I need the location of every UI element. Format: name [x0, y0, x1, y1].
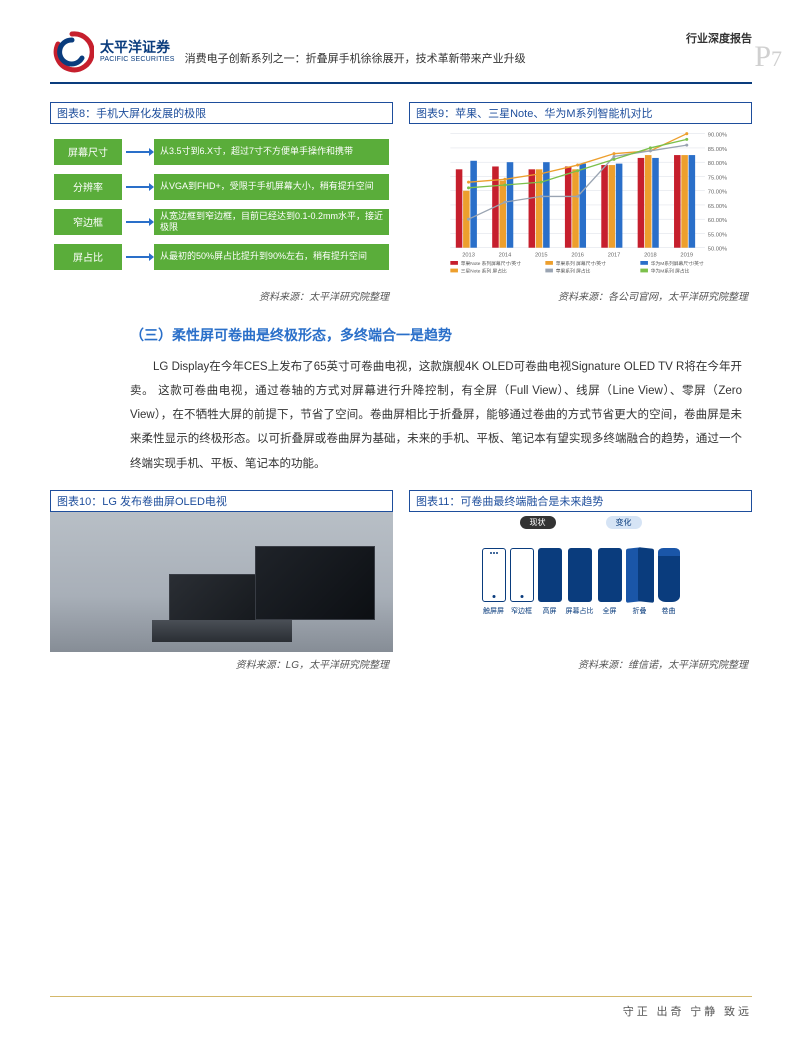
- doc-category: 行业深度报告: [686, 30, 752, 46]
- svg-text:2015: 2015: [535, 252, 548, 258]
- device-折叠: 折叠: [626, 548, 654, 616]
- svg-text:55.00%: 55.00%: [708, 232, 727, 238]
- svg-text:65.00%: 65.00%: [708, 204, 727, 210]
- fig8-right-desc: 从3.5寸到6.X寸，超过7寸不方便单手操作和携带: [154, 139, 389, 165]
- svg-text:2018: 2018: [644, 252, 657, 258]
- fig8-left-label: 窄边框: [54, 209, 122, 235]
- figure-11-source: 资料来源：维信诺，太平洋研究院整理: [409, 652, 752, 671]
- svg-text:苹果系列 屏幕尺寸/英寸: 苹果系列 屏幕尺寸/英寸: [556, 260, 606, 267]
- fig8-row: 屏占比 从最初的50%屏占比提升到90%左右，稍有提升空间: [54, 244, 389, 270]
- figure-9: 图表9：苹果、三星Note、华为M系列智能机对比 50.00% 55.00% 60.…: [409, 102, 752, 303]
- svg-text:华为M系列屏幕尺寸/英寸: 华为M系列屏幕尺寸/英寸: [651, 260, 704, 267]
- figure-10: 图表10：LG 发布卷曲屏OLED电视 资料来源：LG，太平洋研究院整理: [50, 490, 393, 671]
- svg-text:80.00%: 80.00%: [708, 161, 727, 167]
- device-触屏屏: 触屏屏: [482, 548, 506, 616]
- arrow-right-icon: [126, 256, 150, 258]
- svg-text:三星Note 系列 屏占比: 三星Note 系列 屏占比: [461, 267, 507, 274]
- fig8-right-desc: 从宽边框到窄边框，目前已经达到0.1-0.2mm水平，接近极限: [154, 209, 389, 235]
- device-高屏: 高屏: [538, 548, 562, 616]
- figure-11: 图表11：可卷曲最终端融合是未来趋势 现状 变化 触屏屏窄边框高屏屏幕占比全屏折…: [409, 490, 752, 671]
- tv-stand-illustration: [152, 620, 292, 642]
- svg-text:苹果系列 屏占比: 苹果系列 屏占比: [556, 267, 591, 274]
- fig8-row: 分辨率 从VGA到FHD+，受限于手机屏幕大小，稍有提升空间: [54, 174, 389, 200]
- figure-9-chart: 50.00% 55.00% 60.00% 65.00% 70.00% 75.00% 80.0…: [413, 128, 748, 280]
- arrow-right-icon: [126, 151, 150, 153]
- fig8-row: 窄边框 从宽边框到窄边框，目前已经达到0.1-0.2mm水平，接近极限: [54, 209, 389, 235]
- svg-text:2013: 2013: [462, 252, 475, 258]
- figure-9-source: 资料来源：各公司官网，太平洋研究院整理: [409, 284, 752, 303]
- device-卷曲: 卷曲: [658, 548, 680, 616]
- device-全屏: 全屏: [598, 548, 622, 616]
- logo-swirl-icon: [50, 30, 94, 74]
- svg-text:60.00%: 60.00%: [708, 218, 727, 224]
- figure-8-source: 资料来源：太平洋研究院整理: [50, 284, 393, 303]
- doc-title: 消费电子创新系列之一：折叠屏手机徐徐展开，技术革新带来产业升级: [185, 50, 752, 66]
- svg-text:90.00%: 90.00%: [708, 133, 727, 139]
- fig8-row: 屏幕尺寸 从3.5寸到6.X寸，超过7寸不方便单手操作和携带: [54, 139, 389, 165]
- fig8-right-desc: 从最初的50%屏占比提升到90%左右，稍有提升空间: [154, 244, 389, 270]
- brand-logo: 太平洋证券 PACIFIC SECURITIES: [50, 30, 175, 74]
- figure-11-title: 图表11：可卷曲最终端融合是未来趋势: [409, 490, 752, 512]
- page-footer-motto: 守正 出奇 宁静 致远: [50, 996, 752, 1019]
- brand-name-cn: 太平洋证券: [100, 40, 175, 55]
- svg-text:2019: 2019: [680, 252, 693, 258]
- arrow-right-icon: [126, 221, 150, 223]
- section-3-heading: （三）柔性屏可卷曲是终极形态，多终端合一是趋势: [130, 325, 752, 345]
- brand-name-en: PACIFIC SECURITIES: [100, 56, 175, 64]
- figure-8-title: 图表8：手机大屏化发展的极限: [50, 102, 393, 124]
- figure-11-diagram: 现状 变化 触屏屏窄边框高屏屏幕占比全屏折叠卷曲: [409, 512, 752, 652]
- fig8-left-label: 分辨率: [54, 174, 122, 200]
- device-窄边框: 窄边框: [510, 548, 534, 616]
- svg-text:50.00%: 50.00%: [708, 247, 727, 253]
- fig8-left-label: 屏占比: [54, 244, 122, 270]
- svg-text:2016: 2016: [571, 252, 584, 258]
- svg-text:华为M系列 屏占比: 华为M系列 屏占比: [651, 267, 690, 274]
- figure-10-source: 资料来源：LG，太平洋研究院整理: [50, 652, 393, 671]
- page-number: P7: [754, 40, 782, 74]
- figure-9-title: 图表9：苹果、三星Note、华为M系列智能机对比: [409, 102, 752, 124]
- tv-illustration-2: [255, 546, 375, 620]
- svg-text:75.00%: 75.00%: [708, 175, 727, 181]
- svg-text:2014: 2014: [499, 252, 512, 258]
- svg-text:85.00%: 85.00%: [708, 147, 727, 153]
- fig11-header-right: 变化: [606, 516, 642, 529]
- fig8-left-label: 屏幕尺寸: [54, 139, 122, 165]
- figure-10-image: [50, 512, 393, 652]
- fig11-header-left: 现状: [520, 516, 556, 529]
- svg-text:苹果Note 系列屏幕尺寸/英寸: 苹果Note 系列屏幕尺寸/英寸: [461, 260, 521, 267]
- figure-10-title: 图表10：LG 发布卷曲屏OLED电视: [50, 490, 393, 512]
- device-屏幕占比: 屏幕占比: [566, 548, 594, 616]
- arrow-right-icon: [126, 186, 150, 188]
- fig8-right-desc: 从VGA到FHD+，受限于手机屏幕大小，稍有提升空间: [154, 174, 389, 200]
- section-3-body: LG Display在今年CES上发布了65英寸可卷曲电视，这款旗舰4K OLE…: [50, 355, 752, 476]
- figure-8: 图表8：手机大屏化发展的极限 屏幕尺寸 从3.5寸到6.X寸，超过7寸不方便单手操…: [50, 102, 393, 303]
- svg-text:70.00%: 70.00%: [708, 190, 727, 196]
- page-header: 太平洋证券 PACIFIC SECURITIES 消费电子创新系列之一：折叠屏手…: [50, 30, 752, 84]
- svg-text:2017: 2017: [608, 252, 621, 258]
